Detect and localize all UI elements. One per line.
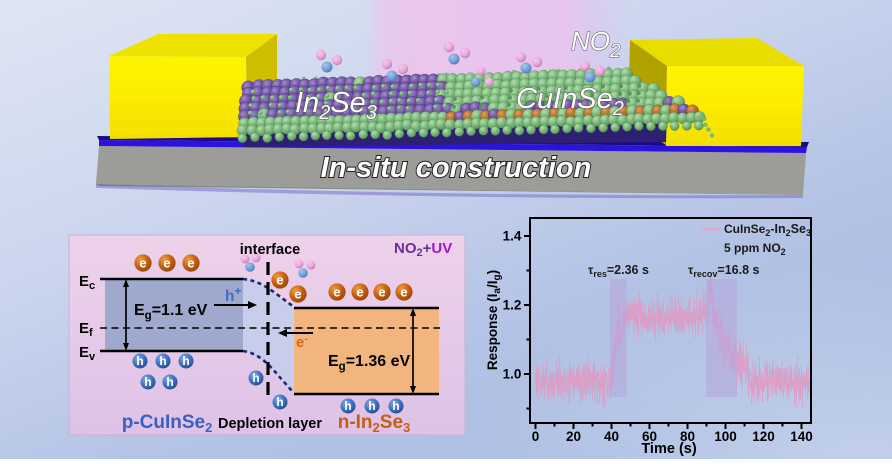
svg-text:interface: interface	[240, 242, 300, 258]
svg-text:1.2: 1.2	[503, 298, 522, 313]
svg-text:1.4: 1.4	[503, 229, 522, 244]
svg-text:e: e	[294, 287, 301, 302]
svg-text:e: e	[139, 256, 146, 271]
svg-text:e: e	[187, 256, 194, 271]
svg-text:h: h	[182, 354, 189, 368]
svg-text:h: h	[159, 354, 166, 368]
svg-text:n-In2Se3: n-In2Se3	[338, 412, 411, 435]
svg-text:Response (Ia/Ig): Response (Ia/Ig)	[485, 270, 503, 370]
svg-text:In2Se3: In2Se3	[295, 87, 377, 124]
svg-text:CuInSe2: CuInSe2	[516, 83, 624, 120]
svg-text:p-CuInSe2: p-CuInSe2	[122, 412, 213, 435]
svg-text:20: 20	[566, 429, 581, 444]
svg-text:h: h	[392, 399, 399, 413]
svg-text:e: e	[276, 273, 283, 288]
svg-text:Depletion layer: Depletion layer	[218, 416, 322, 432]
svg-text:e: e	[163, 256, 170, 271]
svg-text:100: 100	[714, 429, 737, 444]
svg-text:h: h	[136, 354, 143, 368]
svg-text:h: h	[252, 371, 259, 385]
svg-text:NO2+UV: NO2+UV	[394, 240, 452, 259]
svg-text:40: 40	[604, 429, 619, 444]
svg-text:h: h	[166, 375, 173, 389]
svg-text:In-situ construction: In-situ construction	[321, 152, 592, 184]
svg-text:e: e	[400, 285, 407, 300]
svg-text:120: 120	[752, 429, 775, 444]
svg-text:e: e	[333, 285, 340, 300]
svg-text:h: h	[368, 399, 375, 413]
svg-text:0: 0	[532, 429, 540, 444]
svg-text:1.0: 1.0	[503, 367, 522, 382]
svg-text:h: h	[276, 395, 283, 409]
svg-text:h: h	[144, 375, 151, 389]
svg-text:Time (s): Time (s)	[641, 441, 697, 457]
svg-text:e: e	[378, 285, 385, 300]
svg-text:Eg=1.1 eV: Eg=1.1 eV	[134, 302, 208, 322]
svg-text:Eg=1.36 eV: Eg=1.36 eV	[328, 353, 411, 373]
svg-text:5 ppm NO2: 5 ppm NO2	[724, 241, 786, 257]
svg-text:80: 80	[680, 429, 695, 444]
svg-text:140: 140	[790, 429, 813, 444]
svg-text:e: e	[356, 285, 363, 300]
svg-text:60: 60	[642, 429, 657, 444]
svg-text:h: h	[344, 399, 351, 413]
